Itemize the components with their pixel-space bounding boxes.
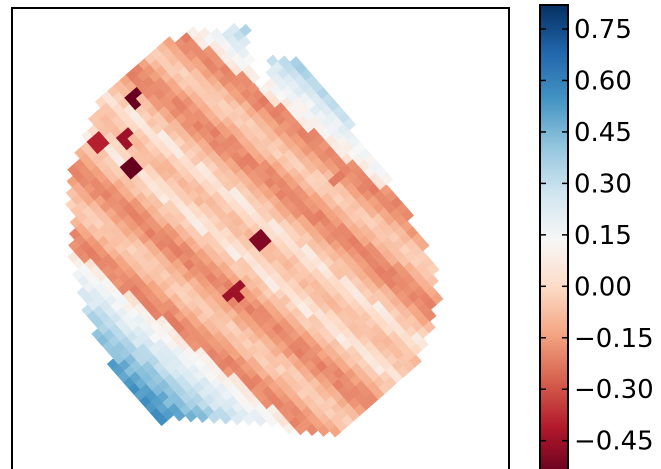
- plot-frame: [11, 7, 510, 469]
- plot-area: [11, 7, 510, 469]
- heatmap-cell: [247, 70, 261, 84]
- colorbar-tick-label: 0.00: [574, 272, 632, 302]
- colorbar: 0.75 0.60 0.45 0.30 0.15 0.00 −0.15 −0.30 −0.45: [539, 4, 654, 469]
- heatmap-cell: [243, 53, 256, 66]
- colorbar-tick-label: −0.15: [574, 324, 654, 354]
- colorbar-tick-label: −0.45: [574, 427, 654, 457]
- colorbar-frame: [539, 4, 569, 469]
- heatmap-cell: [430, 292, 444, 305]
- colorbar-tick-label: 0.45: [574, 118, 632, 148]
- colorbar-tick-label: 0.75: [574, 15, 632, 45]
- heatmap-cell: [416, 238, 430, 252]
- heatmap-cell: [401, 208, 415, 222]
- heatmap-cell: [380, 172, 394, 186]
- colorbar-tick-label: 0.60: [574, 66, 632, 96]
- heatmap-cell: [426, 274, 439, 288]
- colorbar-tick-label: 0.30: [574, 169, 632, 199]
- colorbar-ticks: 0.75 0.60 0.45 0.30 0.15 0.00 −0.15 −0.30 −0.45: [540, 15, 654, 457]
- heatmap-cell: [423, 320, 436, 334]
- heatmap-cell: [343, 117, 357, 131]
- heatmap-cell: [423, 309, 437, 322]
- heatmap-cells: [65, 23, 444, 438]
- colorbar-tick-label: 0.15: [574, 221, 632, 251]
- colorbar-tick-label: −0.30: [574, 375, 654, 405]
- colorbar-gradient: [540, 5, 568, 469]
- heatmap-cell: [426, 262, 440, 276]
- heatmap-cell: [409, 354, 422, 368]
- heatmap-cell: [416, 337, 429, 351]
- heatmap-cell: [238, 35, 252, 49]
- heatmap-cell: [239, 23, 252, 37]
